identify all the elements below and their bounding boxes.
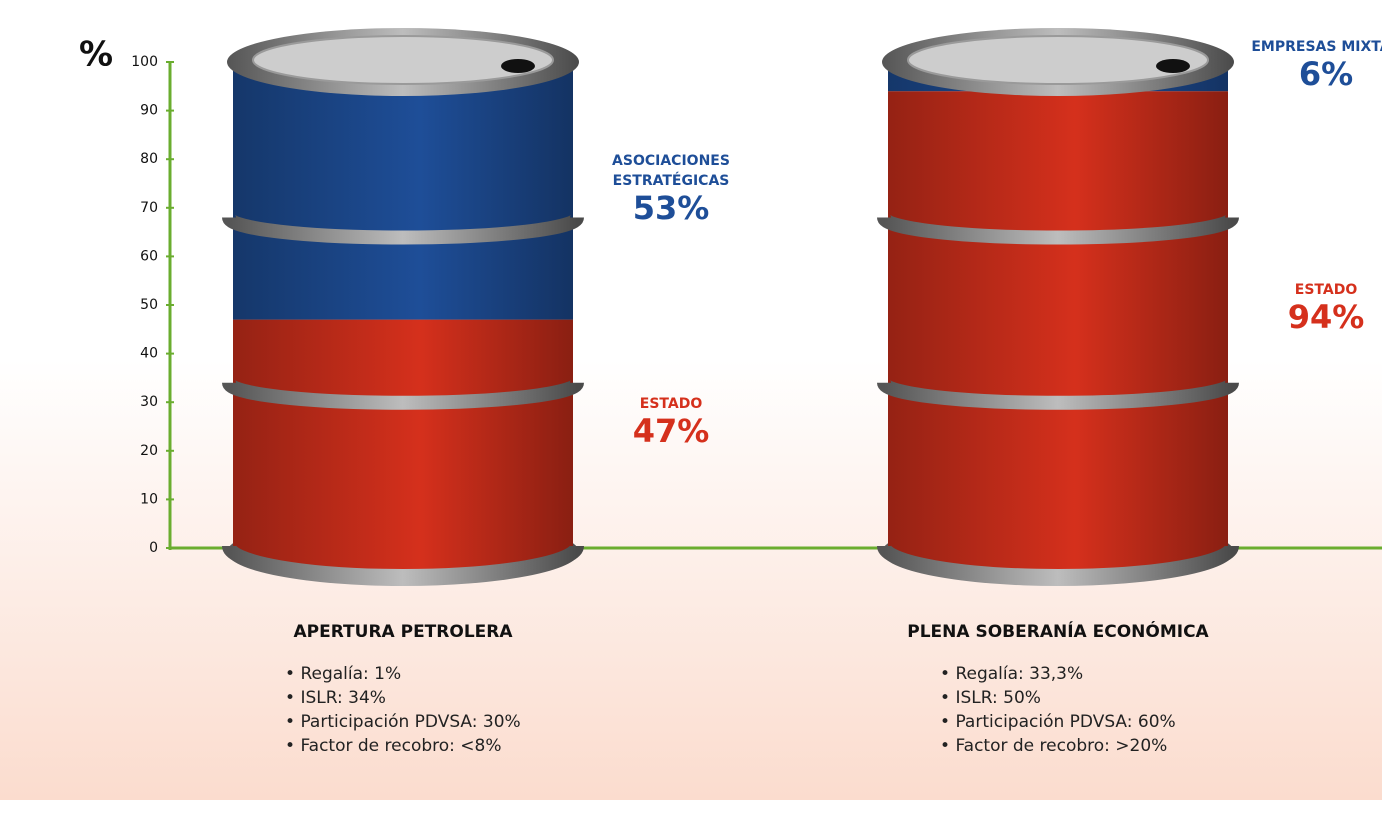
segment-label: ESTADO 47% xyxy=(586,394,756,448)
detail-item: Regalía: 33,3% xyxy=(940,662,1176,686)
y-tick-label: 60 xyxy=(140,248,158,264)
barrel-ring xyxy=(877,214,1239,245)
y-tick-label: 100 xyxy=(131,54,158,70)
detail-item: Regalía: 1% xyxy=(285,662,521,686)
segment-name: EMPRESAS MIXTAS xyxy=(1251,38,1382,55)
y-tick-label: 80 xyxy=(140,151,158,167)
chart: % 0 10 20 30 40 50 60 70 80 90 100 xyxy=(79,28,1382,586)
segment-name: ESTADO xyxy=(1294,281,1358,298)
chart-panel: % 0 10 20 30 40 50 60 70 80 90 100 ESTADO 47% ASOCIA… xyxy=(0,0,1382,800)
barrel-ring xyxy=(222,214,584,245)
barrel-plug xyxy=(501,59,535,73)
detail-item: Participación PDVSA: 60% xyxy=(940,710,1175,734)
segment-name: ESTADO xyxy=(639,395,703,412)
category-label: APERTURA PETROLERA xyxy=(293,622,513,642)
bar-segment xyxy=(233,62,573,320)
details-list: Regalía: 33,3%ISLR: 50%Participación PDV… xyxy=(940,662,1176,758)
value-label: 47% xyxy=(632,411,710,450)
segment-label: ASOCIACIONES ESTRATÉGICAS 53% xyxy=(586,151,756,225)
y-tick-label: 20 xyxy=(140,443,158,459)
segment-label: EMPRESAS MIXTAS6% xyxy=(1241,37,1382,91)
barrel-plug xyxy=(1156,59,1190,73)
y-tick-label: 90 xyxy=(140,103,158,119)
detail-item: ISLR: 50% xyxy=(940,686,1176,710)
value-label: 53% xyxy=(632,188,710,227)
y-tick-label: 30 xyxy=(140,394,158,410)
detail-item: Participación PDVSA: 30% xyxy=(285,710,520,734)
details-list: Regalía: 1%ISLR: 34%Participación PDVSA:… xyxy=(285,662,521,758)
y-tick-label: 10 xyxy=(140,491,158,507)
y-tick-label: 70 xyxy=(140,200,158,216)
bar-segment xyxy=(233,319,573,548)
value-label: 94% xyxy=(1287,297,1365,336)
barrel-ring xyxy=(222,379,584,410)
detail-item: ISLR: 34% xyxy=(285,686,521,710)
barrel-ring xyxy=(877,544,1239,583)
y-tick-label: 50 xyxy=(140,297,158,313)
value-label: 6% xyxy=(1298,54,1354,93)
y-axis-label: % xyxy=(79,35,113,75)
segment-label: ESTADO 94% xyxy=(1241,280,1382,334)
barrel-lid xyxy=(252,35,554,85)
barrel-lid xyxy=(907,35,1209,85)
category-label: PLENA SOBERANÍA ECONÓMICA xyxy=(907,622,1209,642)
detail-item: Factor de recobro: >20% xyxy=(940,734,1176,758)
segment-name: ASOCIACIONES ESTRATÉGICAS xyxy=(612,152,730,189)
barrel-ring xyxy=(222,544,584,583)
detail-item: Factor de recobro: <8% xyxy=(285,734,521,758)
y-tick-label: 40 xyxy=(140,346,158,362)
y-tick-label: 0 xyxy=(149,540,158,556)
barrel-ring xyxy=(877,379,1239,410)
bar-segment xyxy=(888,91,1228,548)
